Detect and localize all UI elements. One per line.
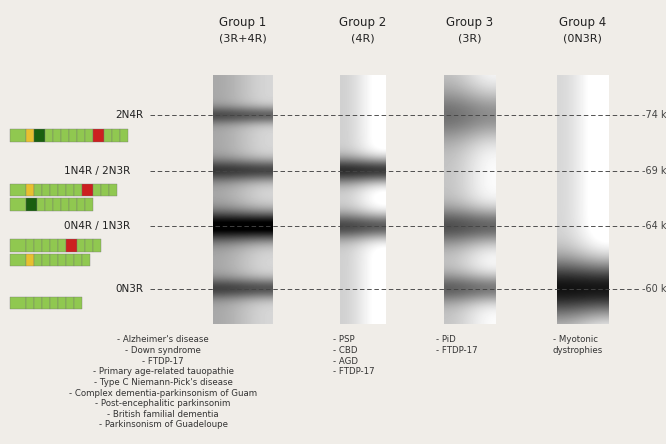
Bar	[45, 198, 53, 211]
Text: - Type C Niemann-Pick's disease: - Type C Niemann-Pick's disease	[94, 378, 232, 387]
Bar	[61, 129, 69, 142]
Text: - Post-encephalitic parkinsonim: - Post-encephalitic parkinsonim	[95, 399, 231, 408]
Bar	[77, 239, 85, 252]
Text: -74 kDa: -74 kDa	[642, 111, 666, 120]
Bar	[53, 198, 61, 211]
Text: -60 kDa: -60 kDa	[642, 284, 666, 293]
Bar	[93, 129, 105, 142]
Bar	[113, 129, 121, 142]
Bar	[10, 129, 26, 142]
Bar	[42, 239, 50, 252]
Text: - PSP: - PSP	[333, 335, 354, 344]
Bar	[61, 198, 69, 211]
Bar	[26, 198, 37, 211]
Text: - Myotonic: - Myotonic	[553, 335, 598, 344]
Bar	[93, 239, 101, 252]
Bar	[53, 129, 61, 142]
Text: - British familial dementia: - British familial dementia	[107, 410, 219, 419]
Bar	[42, 297, 50, 309]
Bar	[69, 198, 77, 211]
Text: - Primary age-related tauopathie: - Primary age-related tauopathie	[93, 367, 234, 376]
Text: Group 1: Group 1	[220, 16, 266, 28]
Bar	[105, 129, 113, 142]
Bar	[45, 129, 53, 142]
Bar	[10, 184, 26, 196]
Text: 0N4R / 1N3R: 0N4R / 1N3R	[64, 222, 130, 231]
Bar	[74, 184, 82, 196]
Text: 0N3R: 0N3R	[115, 284, 143, 293]
Text: - AGD: - AGD	[333, 357, 358, 365]
Bar	[34, 184, 42, 196]
Bar	[101, 184, 109, 196]
Bar	[26, 129, 34, 142]
Text: (4R): (4R)	[351, 33, 375, 44]
Text: 1N4R / 2N3R: 1N4R / 2N3R	[64, 166, 130, 176]
Bar	[58, 184, 66, 196]
Bar	[85, 198, 93, 211]
Text: -69 kDa: -69 kDa	[642, 166, 666, 176]
Bar	[50, 254, 58, 266]
Text: Group 2: Group 2	[340, 16, 386, 28]
Bar	[34, 129, 45, 142]
Bar	[121, 129, 129, 142]
Bar	[58, 254, 66, 266]
Bar	[26, 254, 34, 266]
Text: - FTDP-17: - FTDP-17	[143, 357, 184, 365]
Text: (3R): (3R)	[458, 33, 482, 44]
Text: - PiD: - PiD	[436, 335, 456, 344]
Text: (0N3R): (0N3R)	[563, 33, 602, 44]
Text: Group 4: Group 4	[559, 16, 606, 28]
Bar	[26, 297, 34, 309]
Bar	[85, 239, 93, 252]
Bar	[77, 198, 85, 211]
Text: (3R+4R): (3R+4R)	[219, 33, 267, 44]
Bar	[34, 297, 42, 309]
Bar	[93, 184, 101, 196]
Bar	[66, 184, 74, 196]
Bar	[26, 184, 34, 196]
Bar	[50, 297, 58, 309]
Text: - Parkinsonism of Guadeloupe: - Parkinsonism of Guadeloupe	[99, 420, 228, 429]
Bar	[66, 239, 77, 252]
Text: - Complex dementia-parkinsonism of Guam: - Complex dementia-parkinsonism of Guam	[69, 388, 257, 397]
Bar	[42, 254, 50, 266]
Text: - Alzheimer's disease: - Alzheimer's disease	[117, 335, 209, 344]
Bar	[82, 254, 90, 266]
Text: 2N4R: 2N4R	[115, 111, 143, 120]
Bar	[34, 239, 42, 252]
Bar	[10, 254, 26, 266]
Bar	[74, 254, 82, 266]
Text: - FTDP-17: - FTDP-17	[436, 346, 478, 355]
Text: - CBD: - CBD	[333, 346, 358, 355]
Bar	[109, 184, 117, 196]
Bar	[66, 254, 74, 266]
Bar	[10, 239, 26, 252]
Bar	[82, 184, 93, 196]
Bar	[37, 198, 45, 211]
Bar	[50, 239, 58, 252]
Bar	[50, 184, 58, 196]
Bar	[77, 129, 85, 142]
Bar	[58, 297, 66, 309]
Text: dystrophies: dystrophies	[553, 346, 603, 355]
Bar	[34, 254, 42, 266]
Bar	[10, 297, 26, 309]
Text: - FTDP-17: - FTDP-17	[333, 367, 374, 376]
Bar	[42, 184, 50, 196]
Bar	[10, 198, 26, 211]
Bar	[69, 129, 77, 142]
Bar	[74, 297, 82, 309]
Text: -64 kDa: -64 kDa	[642, 222, 666, 231]
Bar	[26, 239, 34, 252]
Bar	[58, 239, 66, 252]
Bar	[85, 129, 93, 142]
Bar	[66, 297, 74, 309]
Text: - Down syndrome: - Down syndrome	[125, 346, 201, 355]
Text: Group 3: Group 3	[446, 16, 493, 28]
